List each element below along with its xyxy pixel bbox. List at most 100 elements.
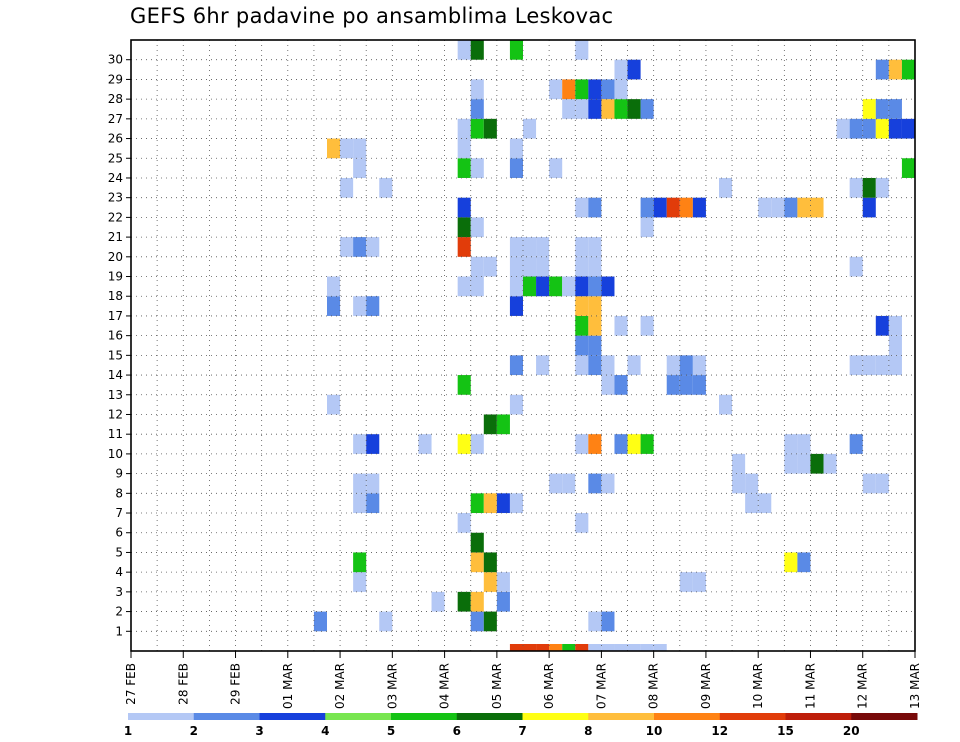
- member-29-cell: [627, 59, 641, 80]
- member-13-cell: [679, 375, 693, 395]
- member-7-cell: [509, 493, 523, 514]
- member-22-cell: [797, 197, 811, 218]
- member-3-cell: [679, 572, 693, 592]
- member-9-cell: [732, 453, 746, 474]
- member-26-cell: [888, 118, 902, 139]
- member-29-cell: [614, 59, 628, 80]
- member-14-cell: [588, 355, 602, 376]
- x-tick-label: 01 MAR: [281, 663, 295, 709]
- legend-swatch: [456, 713, 523, 720]
- member-2-cell: [431, 591, 445, 612]
- member-23-cell: [379, 177, 393, 198]
- member-14-cell: [666, 355, 680, 376]
- member-17-cell: [353, 296, 367, 316]
- member-10-cell: [640, 434, 654, 454]
- member-20-cell: [509, 237, 523, 257]
- member-18-cell: [327, 276, 341, 297]
- plot-frame: [130, 39, 916, 652]
- colorbar-legend: 1 2 3 4 5 6 7 8 10 12 15 20: [124, 713, 918, 738]
- member-10-cell: [614, 434, 628, 454]
- member-4-cell: [470, 552, 484, 573]
- legend-swatch: [128, 713, 195, 720]
- member-19-cell: [536, 256, 550, 277]
- member-14-cell: [849, 355, 863, 376]
- y-tick-label: 10: [108, 447, 123, 461]
- member-8-cell: [745, 473, 759, 494]
- bottom-row-cell: [536, 644, 550, 651]
- x-tick-label: 27 FEB: [124, 663, 138, 705]
- x-tick-label: 05 MAR: [490, 663, 504, 709]
- member-8-cell: [875, 473, 889, 494]
- member-4-cell: [797, 552, 811, 573]
- legend-label: 4: [321, 724, 329, 738]
- member-26-cell: [523, 118, 537, 139]
- member-19-cell: [509, 256, 523, 277]
- member-27-cell: [562, 99, 576, 119]
- cells-layer: [313, 40, 915, 651]
- legend-swatch: [588, 713, 655, 720]
- member-25-cell: [353, 138, 367, 159]
- member-2-cell: [496, 591, 510, 612]
- member-6-cell: [457, 513, 471, 533]
- member-8-cell: [588, 473, 602, 494]
- y-tick-label: 7: [115, 506, 123, 520]
- member-29-cell: [875, 59, 889, 80]
- grid-layer: [131, 40, 915, 651]
- member-1-cell: [313, 611, 327, 632]
- y-tick-label: 15: [108, 348, 123, 362]
- member-13-cell: [457, 375, 471, 395]
- member-19-cell: [523, 256, 537, 277]
- member-10-cell: [784, 434, 798, 454]
- member-7-cell: [470, 493, 484, 514]
- legend-swatch: [391, 713, 458, 720]
- member-20-cell: [353, 237, 367, 257]
- member-15-cell: [588, 335, 602, 356]
- member-20-cell: [588, 237, 602, 257]
- member-17-cell: [366, 296, 380, 316]
- y-tick-label: 20: [108, 250, 123, 264]
- member-22-cell: [692, 197, 706, 218]
- member-23-cell: [340, 177, 354, 198]
- member-22-cell: [758, 197, 772, 218]
- member-21-cell: [457, 217, 471, 238]
- member-22-cell: [653, 197, 667, 218]
- member-1-cell: [470, 611, 484, 632]
- member-26-cell: [483, 118, 497, 139]
- member-30-cell: [575, 40, 589, 60]
- member-30-cell: [457, 40, 471, 60]
- member-18-cell: [549, 276, 563, 297]
- member-3-cell: [353, 572, 367, 592]
- x-tick-label: 29 FEB: [229, 663, 243, 705]
- member-7-cell: [483, 493, 497, 514]
- member-10-cell: [575, 434, 589, 454]
- member-14-cell: [692, 355, 706, 376]
- bottom-row-cell: [575, 644, 589, 651]
- member-10-cell: [797, 434, 811, 454]
- member-3-cell: [692, 572, 706, 592]
- member-8-cell: [862, 473, 876, 494]
- member-8-cell: [732, 473, 746, 494]
- member-14-cell: [679, 355, 693, 376]
- member-18-cell: [588, 276, 602, 297]
- member-2-cell: [457, 591, 471, 612]
- legend-swatch: [851, 713, 918, 720]
- bottom-row-cell: [614, 644, 628, 651]
- member-22-cell: [575, 197, 589, 218]
- y-tick-label: 24: [108, 171, 123, 185]
- member-25-cell: [327, 138, 341, 159]
- legend-label: 15: [777, 724, 794, 738]
- member-21-cell: [640, 217, 654, 238]
- member-26-cell: [901, 118, 915, 139]
- y-tick-label: 23: [108, 191, 123, 205]
- legend-label: 8: [584, 724, 592, 738]
- member-28-cell: [588, 79, 602, 100]
- member-3-cell: [483, 572, 497, 592]
- member-22-cell: [457, 197, 471, 218]
- member-13-cell: [692, 375, 706, 395]
- member-9-cell: [797, 453, 811, 474]
- member-30-cell: [470, 40, 484, 60]
- member-12-cell: [327, 394, 341, 415]
- y-tick-label: 9: [115, 467, 123, 481]
- member-28-cell: [575, 79, 589, 100]
- member-27-cell: [875, 99, 889, 119]
